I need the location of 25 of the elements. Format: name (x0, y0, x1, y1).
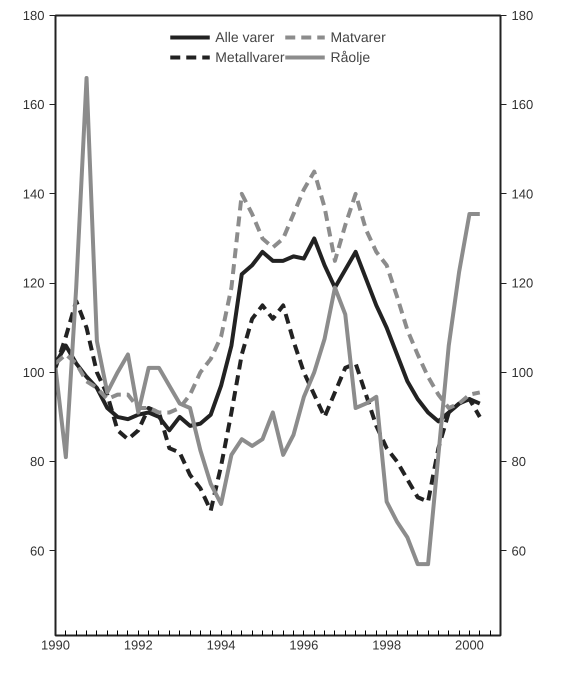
x-tick-label: 1998 (372, 638, 402, 652)
x-tick-label: 1994 (206, 638, 236, 652)
y-tick-label: 80 (30, 454, 45, 470)
x-tick-label: 1996 (289, 638, 318, 652)
y2-tick-label: 160 (512, 97, 534, 112)
y-tick-label: 160 (22, 97, 45, 112)
y2-tick-label: 180 (512, 8, 534, 23)
legend-label: Matvarer (330, 29, 386, 45)
y-tick-label: 180 (22, 8, 45, 23)
y-tick-label: 140 (22, 186, 45, 202)
y-tick-label: 120 (22, 276, 45, 291)
y2-tick-label: 60 (512, 543, 526, 558)
x-tick-label: 2000 (454, 638, 484, 652)
legend-label: Metallvarer (215, 49, 285, 65)
legend-label: Råolje (330, 49, 370, 65)
y2-tick-label: 80 (512, 454, 526, 470)
line-series (56, 76, 482, 566)
y2-tick-label: 100 (512, 364, 534, 380)
y-tick-label: 60 (30, 543, 45, 558)
x-tick-label: 1992 (124, 638, 153, 652)
x-tick-label: 1990 (41, 638, 70, 652)
y2-tick-label: 140 (512, 186, 534, 202)
legend-label: Alle varer (215, 29, 274, 45)
y-tick-label: 100 (22, 364, 45, 380)
y2-tick-label: 120 (512, 276, 534, 291)
